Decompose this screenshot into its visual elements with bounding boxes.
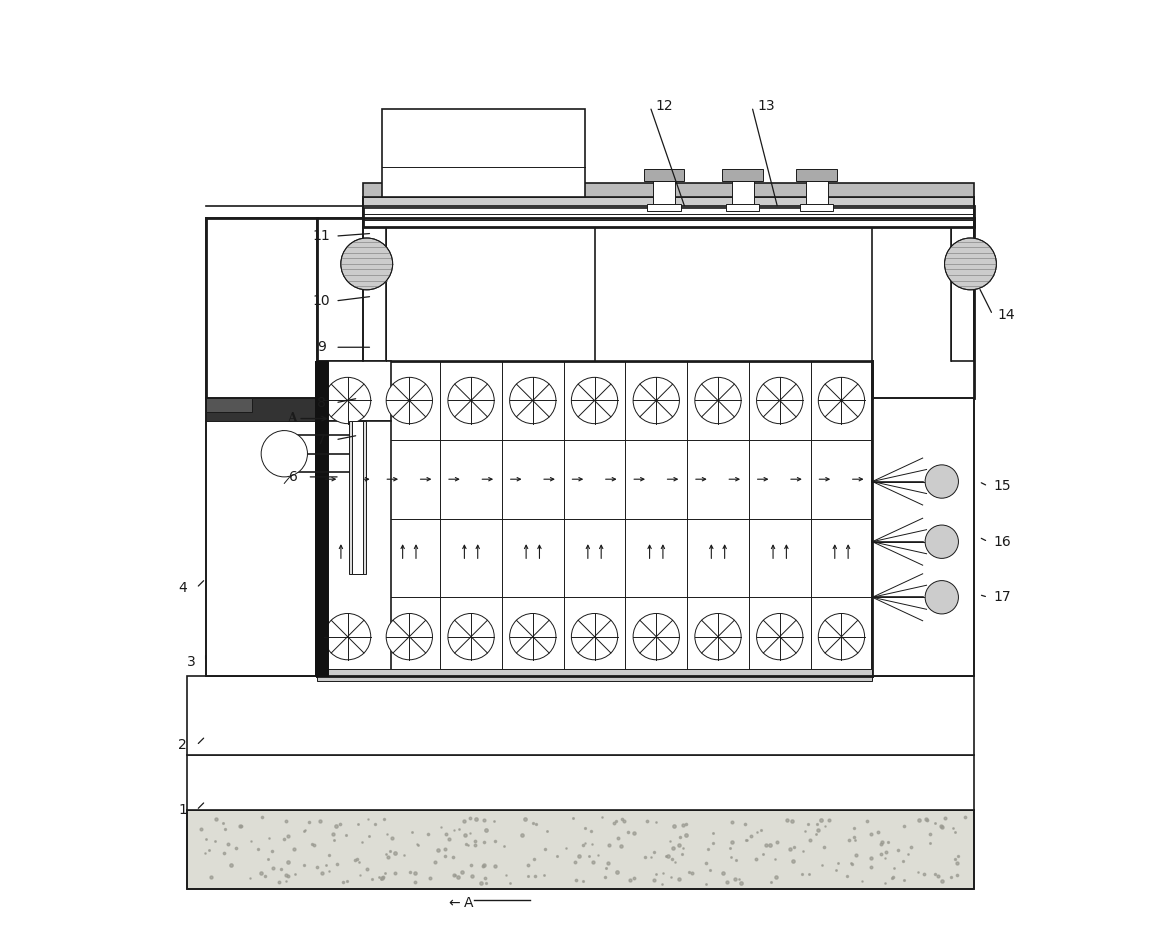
Bar: [205, 218, 317, 398]
Circle shape: [818, 378, 865, 423]
Bar: [722, 169, 763, 181]
Circle shape: [325, 378, 371, 423]
Bar: [205, 398, 252, 412]
Bar: [187, 755, 975, 810]
Bar: [363, 197, 975, 208]
Circle shape: [448, 378, 494, 423]
Circle shape: [925, 465, 958, 498]
Text: 3: 3: [188, 655, 196, 669]
Text: 2: 2: [179, 738, 187, 753]
Circle shape: [571, 613, 617, 659]
Bar: [805, 181, 828, 208]
Circle shape: [386, 378, 432, 423]
Bar: [205, 398, 317, 676]
Circle shape: [695, 378, 741, 423]
Circle shape: [262, 431, 308, 477]
Bar: [872, 398, 975, 676]
Bar: [317, 361, 391, 421]
Bar: [363, 183, 975, 197]
Bar: [187, 676, 975, 755]
Circle shape: [509, 613, 556, 659]
Bar: [205, 398, 317, 676]
Text: 1: 1: [179, 803, 187, 818]
Text: 11: 11: [312, 229, 331, 244]
Bar: [363, 206, 975, 227]
Bar: [317, 218, 872, 361]
Circle shape: [757, 378, 803, 423]
Circle shape: [386, 613, 432, 659]
Bar: [205, 398, 317, 421]
Bar: [314, 361, 328, 676]
Text: 16: 16: [993, 534, 1010, 549]
Text: $\leftarrow$A: $\leftarrow$A: [446, 895, 475, 910]
Circle shape: [634, 378, 680, 423]
Bar: [801, 204, 833, 211]
Circle shape: [757, 613, 803, 659]
Text: 15: 15: [993, 479, 1010, 494]
Circle shape: [341, 238, 393, 290]
Bar: [317, 361, 872, 676]
Text: 4: 4: [179, 581, 187, 595]
Text: 9: 9: [317, 340, 326, 355]
Bar: [796, 169, 838, 181]
Text: 14: 14: [998, 307, 1015, 322]
Text: 6: 6: [289, 469, 298, 484]
Bar: [351, 421, 363, 574]
Circle shape: [695, 613, 741, 659]
Circle shape: [925, 525, 958, 558]
Bar: [653, 181, 675, 208]
Circle shape: [325, 613, 371, 659]
Circle shape: [509, 378, 556, 423]
Bar: [187, 810, 975, 889]
Circle shape: [945, 238, 996, 290]
Bar: [726, 204, 759, 211]
Text: 7: 7: [317, 432, 326, 447]
Circle shape: [571, 378, 617, 423]
Circle shape: [634, 613, 680, 659]
Text: 13: 13: [757, 99, 774, 114]
Bar: [187, 810, 975, 889]
Bar: [952, 197, 975, 361]
Bar: [644, 169, 684, 181]
Bar: [349, 421, 366, 574]
Bar: [732, 181, 753, 208]
Bar: [381, 109, 585, 197]
Text: 17: 17: [993, 590, 1010, 605]
Text: 12: 12: [655, 99, 673, 114]
Bar: [363, 197, 386, 361]
Bar: [314, 361, 326, 676]
Text: A: A: [287, 412, 296, 425]
Circle shape: [818, 613, 865, 659]
Bar: [317, 421, 391, 676]
Bar: [317, 669, 872, 681]
Circle shape: [925, 581, 958, 614]
Circle shape: [448, 613, 494, 659]
Text: 10: 10: [312, 294, 331, 308]
Text: 8: 8: [317, 395, 326, 410]
Bar: [872, 398, 975, 676]
Bar: [647, 204, 681, 211]
